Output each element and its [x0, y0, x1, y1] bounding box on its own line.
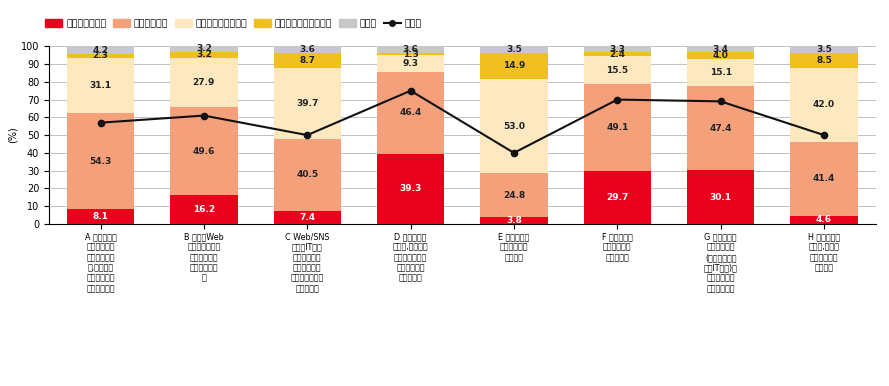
Text: F 広報担当者
の業務領域が
増えている: F 広報担当者 の業務領域が 増えている — [602, 232, 633, 262]
Bar — [171, 46, 237, 52]
Text: 3.4: 3.4 — [713, 45, 729, 54]
Bar — [171, 58, 237, 107]
Bar — [790, 52, 858, 68]
Bar — [790, 68, 858, 142]
Text: 27.9: 27.9 — [193, 78, 215, 87]
Bar — [584, 56, 651, 84]
Bar — [67, 54, 134, 58]
Bar — [274, 211, 340, 224]
Bar — [790, 216, 858, 224]
Bar — [584, 171, 651, 224]
Text: 8.1: 8.1 — [92, 212, 108, 221]
Text: 3.3: 3.3 — [609, 45, 625, 54]
Legend: とてもそう思う, ややそう思う, あまりそう思わない, まったくそう思わない, 無回答, スコア: とてもそう思う, ややそう思う, あまりそう思わない, まったくそう思わない, … — [45, 19, 421, 28]
Bar — [480, 52, 548, 79]
Text: 53.0: 53.0 — [503, 122, 525, 130]
Bar — [171, 107, 237, 195]
Text: 3.8: 3.8 — [506, 216, 522, 225]
Text: 4.2: 4.2 — [92, 46, 108, 54]
Text: 2.3: 2.3 — [92, 51, 108, 60]
Bar — [377, 46, 444, 53]
Text: 40.5: 40.5 — [296, 170, 318, 179]
Text: 16.2: 16.2 — [193, 205, 215, 214]
Text: 4.6: 4.6 — [816, 215, 832, 224]
Bar — [480, 173, 548, 217]
Bar — [584, 84, 651, 171]
Bar — [67, 46, 134, 54]
Text: 49.6: 49.6 — [193, 147, 215, 156]
Bar — [274, 53, 340, 68]
Bar — [274, 68, 340, 139]
Bar — [480, 217, 548, 224]
Text: H 自社の広報
活動は,全体と
して適切な状
態にある: H 自社の広報 活動は,全体と して適切な状 態にある — [808, 232, 840, 273]
Bar — [687, 171, 754, 224]
Text: 42.0: 42.0 — [813, 100, 835, 109]
Text: 3.6: 3.6 — [300, 45, 316, 54]
Y-axis label: (%): (%) — [8, 127, 18, 144]
Text: 7.4: 7.4 — [300, 213, 316, 222]
Text: G 広報担当が
社内の他部署
(マーケティン
グやITなど)と
連携する機会
が増えている: G 広報担当が 社内の他部署 (マーケティン グやITなど)と 連携する機会 が… — [704, 232, 738, 293]
Text: 4.0: 4.0 — [713, 51, 729, 60]
Bar — [584, 52, 651, 56]
Text: 24.8: 24.8 — [503, 191, 525, 200]
Text: 29.7: 29.7 — [606, 193, 629, 202]
Bar — [67, 210, 134, 224]
Bar — [377, 154, 444, 224]
Bar — [377, 55, 444, 72]
Text: 39.7: 39.7 — [296, 99, 318, 108]
Bar — [171, 195, 237, 224]
Text: 15.1: 15.1 — [709, 68, 732, 77]
Text: B 自社のWeb
サイト等を通じ
た情報提供に
力を入れてい
る: B 自社のWeb サイト等を通じ た情報提供に 力を入れてい る — [184, 232, 224, 283]
Text: 47.4: 47.4 — [709, 124, 732, 133]
Bar — [480, 46, 548, 52]
Bar — [274, 139, 340, 211]
Bar — [377, 53, 444, 55]
Text: 3.2: 3.2 — [196, 50, 212, 59]
Bar — [67, 113, 134, 210]
Bar — [687, 52, 754, 59]
Text: 54.3: 54.3 — [90, 157, 112, 166]
Text: 46.4: 46.4 — [399, 108, 421, 117]
Text: 14.9: 14.9 — [503, 61, 525, 70]
Text: 2.4: 2.4 — [609, 50, 625, 59]
Text: 8.7: 8.7 — [300, 56, 316, 65]
Text: E 広報活動の
予算は増加傾
向にある: E 広報活動の 予算は増加傾 向にある — [499, 232, 530, 262]
Text: 3.5: 3.5 — [506, 45, 522, 54]
Bar — [687, 46, 754, 52]
Text: 3.2: 3.2 — [196, 44, 212, 54]
Text: 31.1: 31.1 — [90, 81, 112, 90]
Text: 3.6: 3.6 — [403, 45, 419, 54]
Bar — [687, 86, 754, 171]
Text: 39.3: 39.3 — [399, 185, 421, 193]
Bar — [377, 72, 444, 154]
Bar — [480, 79, 548, 173]
Text: 30.1: 30.1 — [709, 193, 732, 201]
Text: 3.5: 3.5 — [816, 45, 832, 54]
Text: A これまで実
施してきた広
報活動の手法
は,現点でも
変わらず成果
を出している: A これまで実 施してきた広 報活動の手法 は,現点でも 変わらず成果 を出して… — [84, 232, 116, 293]
Text: 49.1: 49.1 — [606, 123, 629, 132]
Bar — [67, 58, 134, 113]
Text: D 広報担当に
とって,コーポレ
ートブランド作
りの重要性が
増している: D 広報担当に とって,コーポレ ートブランド作 りの重要性が 増している — [393, 232, 428, 283]
Text: 9.3: 9.3 — [403, 59, 419, 68]
Bar — [687, 59, 754, 86]
Bar — [584, 46, 651, 52]
Text: 8.5: 8.5 — [816, 56, 832, 64]
Text: C Web/SNS
などのITを利
用した広報活
動の方が成果
が出やすくなっ
てきている: C Web/SNS などのITを利 用した広報活 動の方が成果 が出やすくなっ … — [285, 232, 330, 293]
Text: 1.3: 1.3 — [403, 49, 419, 59]
Bar — [790, 142, 858, 216]
Bar — [171, 52, 237, 58]
Bar — [274, 46, 340, 53]
Text: 41.4: 41.4 — [813, 174, 835, 183]
Text: 15.5: 15.5 — [606, 66, 629, 75]
Bar — [790, 46, 858, 52]
